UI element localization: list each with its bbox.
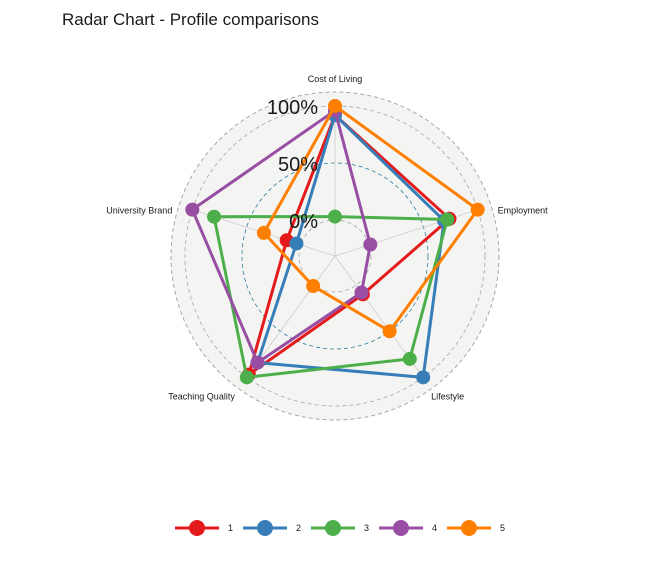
series-5 xyxy=(256,99,485,339)
data-point xyxy=(306,279,321,294)
axis-label: Lifestyle xyxy=(431,391,464,401)
series-line xyxy=(262,104,480,333)
legend-item: 4 xyxy=(379,520,437,536)
legend-label: 1 xyxy=(228,523,233,533)
legend: 1 2 3 4 5 xyxy=(175,520,505,536)
radar-labels: Cost of Living Employment Lifestyle Teachin… xyxy=(106,74,548,401)
grid-label: 50% xyxy=(278,154,318,176)
legend-item: 1 xyxy=(175,520,233,536)
data-point xyxy=(354,285,369,300)
grid-label: 0% xyxy=(289,211,318,233)
data-point xyxy=(363,237,378,252)
data-point xyxy=(185,202,200,217)
legend-item: 5 xyxy=(447,520,505,536)
legend-swatch-point xyxy=(257,520,273,536)
data-point xyxy=(382,324,397,339)
legend-label: 4 xyxy=(432,523,437,533)
axis-label: University Brand xyxy=(106,206,172,216)
series-line xyxy=(190,109,372,365)
axis-label: Employment xyxy=(498,206,549,216)
legend-swatch-point xyxy=(461,520,477,536)
grid-label: 100% xyxy=(267,97,318,119)
series-3 xyxy=(207,209,455,385)
axis-label: Cost of Living xyxy=(308,74,363,84)
data-point xyxy=(328,99,342,113)
data-point xyxy=(256,225,271,240)
legend-swatch-point xyxy=(325,520,341,536)
legend-item: 3 xyxy=(311,520,369,536)
legend-swatch-point xyxy=(189,520,205,536)
axis-label: Teaching Quality xyxy=(168,391,235,401)
gridline-100 xyxy=(184,105,486,407)
chart-title: Radar Chart - Profile comparisons xyxy=(62,10,319,29)
series-line xyxy=(256,113,446,379)
data-point xyxy=(207,209,222,224)
data-point xyxy=(416,370,431,385)
legend-item: 2 xyxy=(243,520,301,536)
series-line xyxy=(212,215,449,379)
data-point xyxy=(440,212,455,227)
legend-swatch-point xyxy=(393,520,409,536)
data-point xyxy=(239,370,254,385)
legend-label: 3 xyxy=(364,523,369,533)
data-point xyxy=(289,236,304,251)
legend-label: 2 xyxy=(296,523,301,533)
legend-label: 5 xyxy=(500,523,505,533)
radar-series xyxy=(185,99,485,385)
data-point xyxy=(470,202,485,217)
series-line xyxy=(247,113,451,377)
data-point xyxy=(328,209,342,224)
data-point xyxy=(402,351,417,366)
data-point xyxy=(250,355,265,370)
